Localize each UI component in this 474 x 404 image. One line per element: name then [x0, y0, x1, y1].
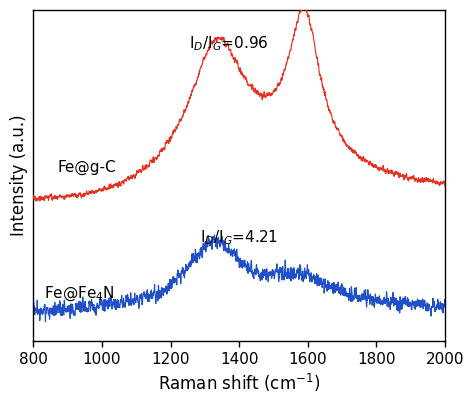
Text: I$_D$/I$_G$=4.21: I$_D$/I$_G$=4.21 [200, 228, 278, 247]
Text: Fe@g-C: Fe@g-C [57, 160, 116, 175]
Text: I$_D$/I$_G$=0.96: I$_D$/I$_G$=0.96 [190, 35, 269, 53]
Y-axis label: Intensity (a.u.): Intensity (a.u.) [10, 115, 27, 236]
X-axis label: Raman shift (cm$^{-1}$): Raman shift (cm$^{-1}$) [158, 372, 320, 394]
Text: Fe@Fe$_4$N: Fe@Fe$_4$N [44, 284, 114, 303]
